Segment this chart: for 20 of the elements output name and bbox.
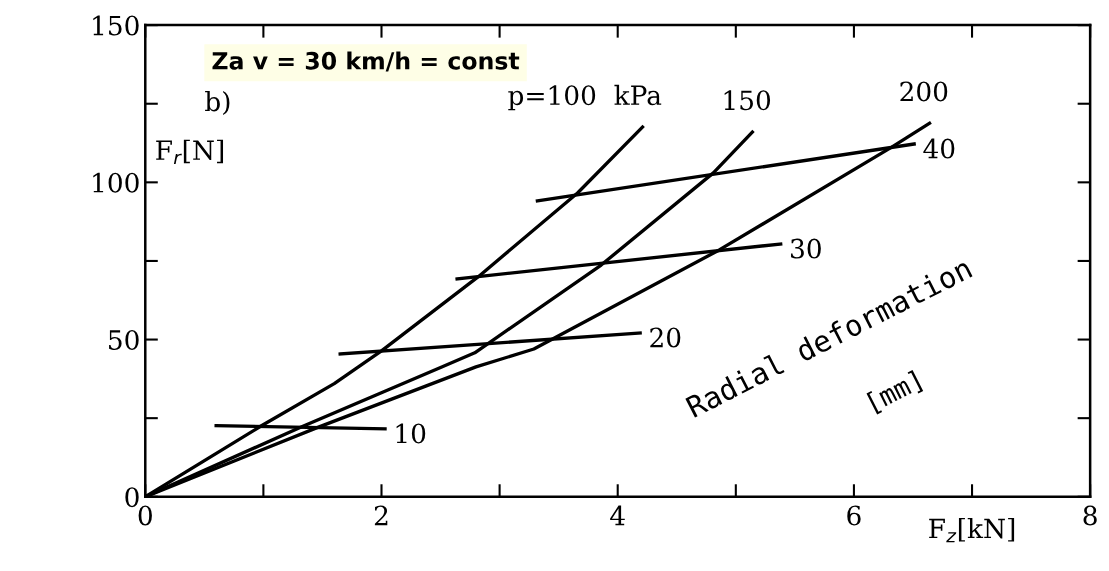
- series-label: 200: [900, 81, 948, 102]
- series-label: 20: [650, 327, 681, 348]
- y-tick-label: 150: [93, 15, 139, 36]
- series-label: 30: [791, 238, 821, 259]
- series-label: p=100 kPa: [508, 84, 662, 111]
- x-tick-label: 0: [138, 505, 152, 526]
- y-tick-label: 50: [109, 329, 139, 350]
- y-axis-title: F$_{r}$[N]: [156, 139, 224, 165]
- series-label: 40: [923, 138, 955, 159]
- x-tick-label: 6: [847, 505, 861, 526]
- x-tick-label: 8: [1083, 505, 1097, 526]
- annotation: b): [205, 90, 230, 116]
- text: Za v = 30 km/h = const: [212, 51, 520, 72]
- series-label: 10: [396, 423, 426, 444]
- y-tick-label: 100: [93, 172, 139, 193]
- series-label: 150: [724, 90, 771, 111]
- x-tick-label: 4: [610, 505, 625, 526]
- x-axis-title: F$_{z}$[kN]: [929, 517, 1015, 543]
- y-tick-label: 0: [125, 487, 139, 508]
- x-tick-label: 2: [374, 505, 388, 526]
